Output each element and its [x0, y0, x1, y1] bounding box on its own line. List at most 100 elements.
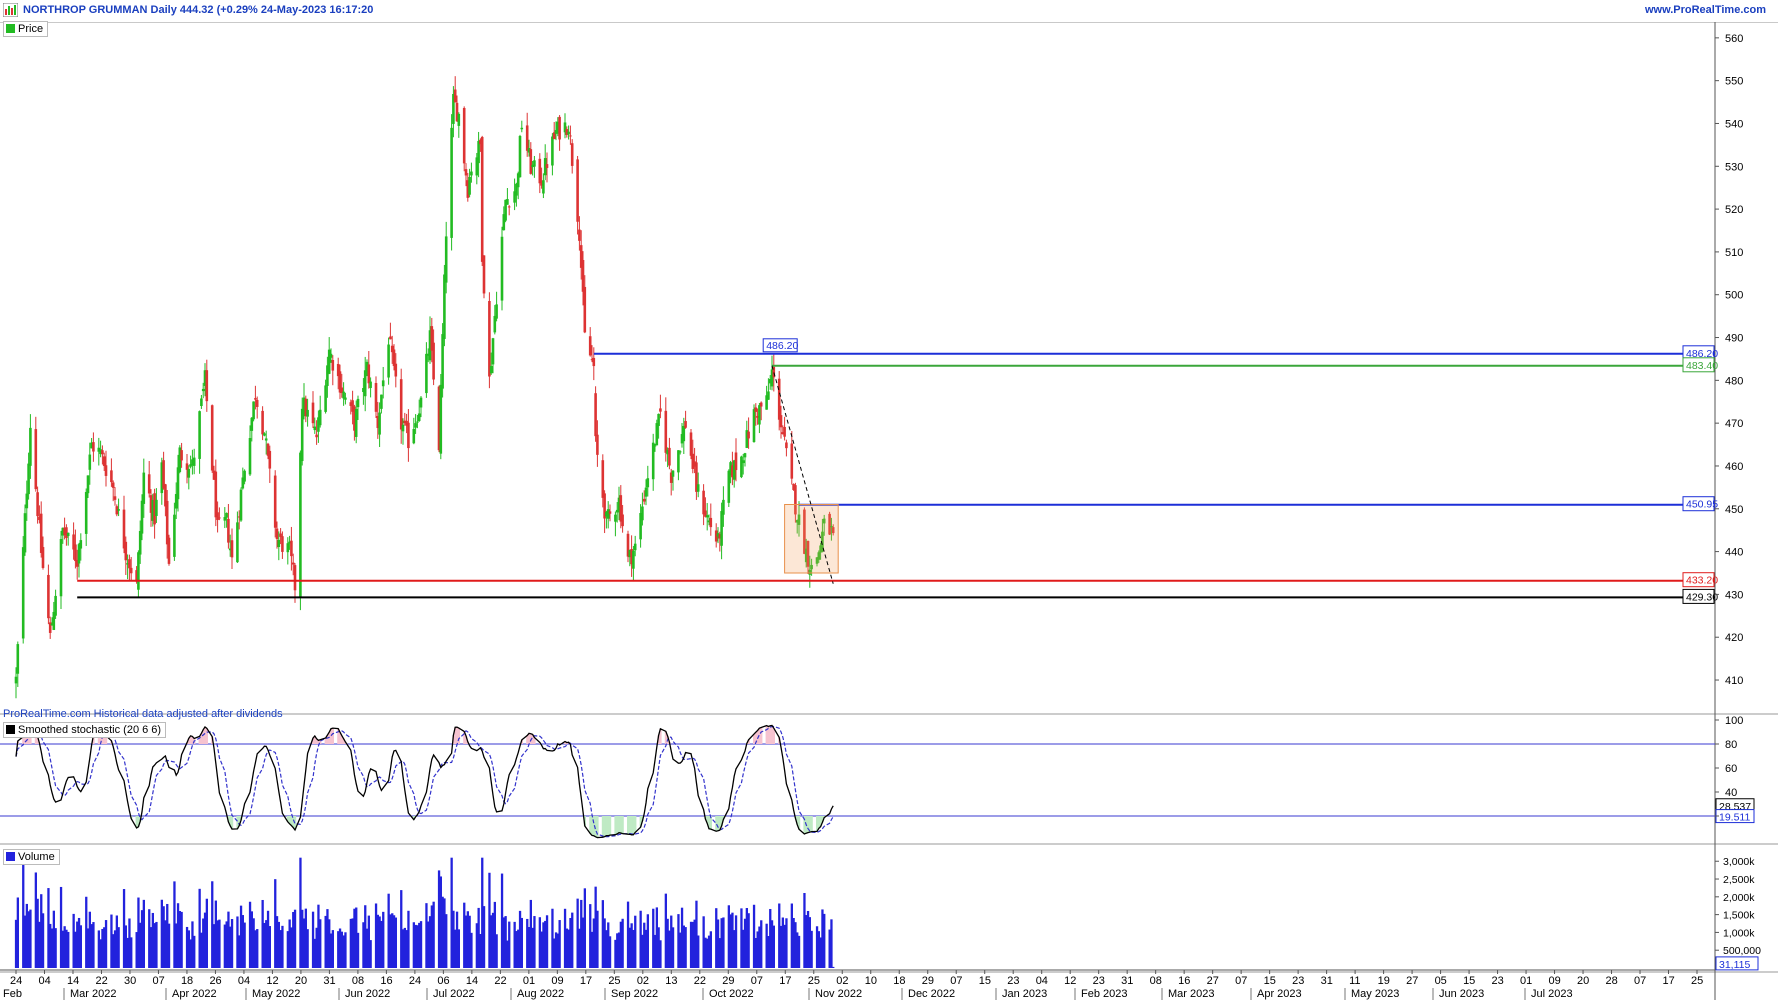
candle-body — [212, 470, 216, 480]
candle-body — [66, 532, 70, 537]
consolidation-box — [784, 504, 839, 574]
candle-body — [543, 158, 547, 176]
volume-bar — [392, 915, 396, 968]
volume-bar — [806, 910, 810, 968]
volume-bar — [212, 924, 216, 968]
candle-body — [315, 434, 318, 438]
candle-body — [741, 460, 745, 464]
candle-body — [754, 407, 758, 412]
candle — [126, 554, 129, 580]
candle — [198, 410, 201, 474]
candle-body — [815, 557, 819, 564]
volume-bar — [432, 901, 435, 968]
volume-bar — [148, 909, 151, 968]
candle — [236, 511, 239, 564]
candle-body — [443, 274, 446, 339]
volume-bar — [162, 906, 165, 968]
candle-body — [752, 409, 756, 443]
candle — [21, 536, 25, 644]
oversold-fill — [632, 816, 635, 835]
price-tick-label: 560 — [1725, 33, 1743, 45]
oversold-fill — [412, 816, 415, 820]
candle — [248, 425, 252, 477]
candle — [551, 133, 554, 176]
volume-bar — [239, 905, 243, 968]
candle — [142, 458, 146, 518]
candle-body — [63, 527, 66, 536]
candle — [466, 172, 470, 202]
volume-tick-label: 2,500k — [1723, 874, 1755, 886]
volume-bar — [580, 899, 583, 968]
candle — [785, 439, 788, 457]
candle — [569, 125, 572, 145]
candle — [212, 465, 216, 480]
oversold-fill — [718, 816, 721, 831]
volume-bar — [729, 914, 732, 968]
volume-bar — [389, 914, 392, 968]
candle — [633, 535, 637, 557]
candle-body — [817, 552, 821, 560]
volume-bar — [198, 888, 201, 968]
volume-bar — [79, 925, 82, 968]
volume-bar — [101, 928, 104, 968]
candle — [376, 401, 380, 439]
volume-bar — [189, 939, 192, 968]
oversold-fill — [236, 816, 239, 829]
volume-bar — [110, 914, 113, 968]
candle-body — [349, 402, 353, 406]
volume-bar — [227, 911, 230, 968]
candle-body — [646, 478, 650, 488]
volume-bar — [38, 921, 41, 968]
candle-body — [36, 492, 39, 517]
stoch-signal-line — [15, 725, 834, 838]
candle — [743, 452, 747, 467]
candle-body — [626, 533, 630, 557]
candle — [583, 275, 587, 334]
volume-bar — [407, 910, 410, 968]
candle-body — [792, 484, 795, 490]
candle — [291, 553, 295, 576]
candle — [614, 511, 617, 537]
volume-bar — [25, 903, 28, 968]
candle-body — [59, 538, 63, 597]
candle-body — [554, 130, 558, 134]
candle — [630, 535, 633, 577]
candle — [390, 335, 394, 364]
candle — [374, 376, 378, 419]
candle-body — [273, 475, 277, 528]
overbought-fill — [465, 735, 468, 744]
candle-body — [27, 463, 30, 495]
volume-bar — [279, 930, 282, 968]
candle-body — [128, 559, 131, 569]
candle-body — [797, 514, 801, 525]
candle-body — [84, 491, 88, 534]
candle-body — [608, 511, 612, 514]
site-link[interactable]: www.ProRealTime.com — [1644, 4, 1766, 16]
date-tick-label: 29 — [922, 975, 934, 987]
volume-bar — [160, 899, 163, 968]
overbought-fill — [331, 728, 334, 744]
volume-bar — [380, 920, 383, 968]
candle — [495, 291, 498, 322]
price-tick-label: 440 — [1725, 547, 1743, 559]
candle — [576, 155, 579, 235]
volume-bar — [533, 916, 536, 968]
candle-body — [714, 530, 718, 542]
volume-legend: Volume — [3, 849, 60, 865]
volume-bar — [601, 900, 604, 968]
candle — [326, 356, 329, 398]
month-label: Aug 2022 — [517, 988, 564, 1000]
volume-bar — [715, 908, 718, 968]
oversold-fill — [618, 816, 621, 833]
volume-bar — [727, 905, 730, 968]
level-label: 429.30 — [1686, 591, 1718, 603]
candle-body — [147, 474, 151, 494]
volume-bar — [47, 888, 50, 968]
date-tick-label: 23 — [1093, 975, 1105, 987]
candle — [729, 460, 732, 484]
volume-bar — [493, 901, 496, 968]
volume-bar — [740, 908, 743, 968]
oversold-fill — [605, 816, 608, 836]
candle — [16, 641, 20, 687]
